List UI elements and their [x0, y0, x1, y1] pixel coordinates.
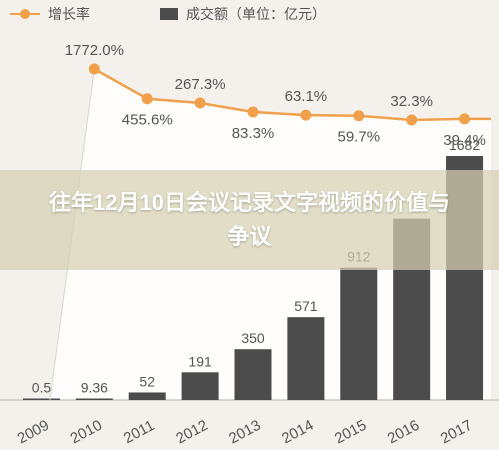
growth-point-2012 — [194, 97, 206, 109]
x-tick-label: 2011 — [121, 417, 157, 447]
legend-label-growth: 增长率 — [48, 6, 90, 22]
x-tick-label: 2013 — [226, 417, 263, 448]
growth-point-2016 — [406, 114, 418, 126]
x-tick-label: 2012 — [173, 417, 210, 448]
bar-value-label: 0.5 — [32, 380, 52, 396]
growth-point-2011 — [141, 93, 153, 105]
growth-value-label: 1772.0% — [65, 42, 124, 59]
legend-label-volume: 成交额（单位：亿元） — [186, 6, 326, 22]
bar-2009 — [22, 398, 60, 400]
legend: 增长率 成交额（单位：亿元） — [0, 4, 499, 28]
x-tick-label: 2014 — [279, 417, 316, 448]
x-tick-label: 2015 — [332, 417, 369, 448]
bar-2015 — [340, 267, 378, 400]
growth-value-label: 63.1% — [285, 88, 328, 105]
growth-value-label: 59.7% — [338, 129, 381, 146]
x-tick-label: 2017 — [438, 417, 475, 448]
bar-value-label: 191 — [188, 353, 212, 369]
bar-2010 — [75, 398, 113, 400]
legend-item-volume: 成交额（单位：亿元） — [160, 4, 326, 24]
overlay-banner: 往年12月10日会议记录文字视频的价值与争议 — [0, 170, 499, 270]
growth-point-2014 — [300, 109, 312, 121]
growth-value-label: 267.3% — [175, 76, 226, 93]
bar-value-label: 1682 — [449, 137, 480, 153]
x-tick-label: 2009 — [15, 417, 52, 448]
bar-2012 — [181, 372, 219, 400]
bar-value-label: 9.36 — [81, 380, 108, 396]
legend-bar-swatch — [160, 8, 178, 20]
bar-2013 — [234, 349, 272, 400]
growth-value-label: 32.3% — [390, 93, 433, 110]
bar-value-label: 52 — [139, 373, 155, 389]
bar-2014 — [287, 317, 325, 400]
growth-value-label: 39.4% — [443, 132, 486, 149]
x-tick-label: 2010 — [67, 417, 104, 448]
legend-line-swatch — [10, 9, 40, 19]
x-tick-label: 2016 — [385, 417, 422, 448]
bar-2011 — [128, 392, 166, 400]
growth-point-2015 — [353, 110, 365, 122]
growth-point-2010 — [88, 63, 100, 75]
growth-value-label: 83.3% — [232, 125, 275, 142]
bar-value-label: 571 — [294, 298, 318, 314]
banner-title: 往年12月10日会议记录文字视频的价值与争议 — [49, 190, 450, 249]
growth-point-2013 — [247, 106, 259, 118]
bar-value-label: 350 — [241, 330, 265, 346]
growth-value-label: 455.6% — [122, 112, 173, 129]
legend-item-growth: 增长率 — [10, 4, 90, 24]
growth-point-2017 — [459, 113, 471, 125]
